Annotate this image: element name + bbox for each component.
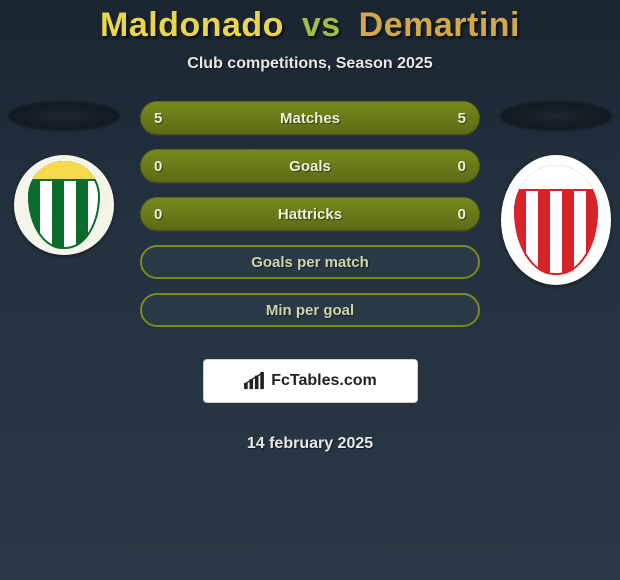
page-title: Maldonado vs Demartini: [100, 6, 520, 45]
team1-badge-shield-icon: [28, 161, 100, 249]
player1-name: Maldonado: [100, 6, 284, 44]
subtitle: Club competitions, Season 2025: [187, 55, 432, 73]
stats-column: 5 Matches 5 0 Goals 0 0 Hattricks 0 Goal…: [130, 101, 490, 453]
team1-badge: [14, 155, 114, 255]
stat-row-hattricks: 0 Hattricks 0: [140, 197, 480, 231]
main-row: 5 Matches 5 0 Goals 0 0 Hattricks 0 Goal…: [0, 101, 620, 453]
player1-avatar-placeholder: [8, 101, 120, 131]
bar-chart-icon: [243, 372, 265, 390]
brand-link[interactable]: FcTables.com: [203, 359, 418, 403]
infographic-container: Maldonado vs Demartini Club competitions…: [0, 0, 620, 453]
stat-right-value: 0: [458, 158, 466, 175]
stat-left-value: 0: [154, 158, 162, 175]
stat-left-value: 5: [154, 110, 162, 127]
player2-name: Demartini: [359, 6, 520, 44]
stat-right-value: 0: [458, 206, 466, 223]
stat-row-min-per-goal: Min per goal: [140, 293, 480, 327]
right-side: [496, 101, 616, 285]
team2-badge: [501, 155, 611, 285]
stat-row-goals: 0 Goals 0: [140, 149, 480, 183]
date-label: 14 february 2025: [247, 435, 373, 453]
stat-row-goals-per-match: Goals per match: [140, 245, 480, 279]
left-side: [4, 101, 124, 255]
stat-right-value: 5: [458, 110, 466, 127]
team2-badge-shield-icon: [514, 165, 598, 275]
brand-label: FcTables.com: [271, 372, 377, 390]
stat-label: Goals per match: [251, 254, 369, 271]
player2-avatar-placeholder: [500, 101, 612, 131]
stat-label: Goals: [140, 158, 480, 175]
stat-label: Hattricks: [140, 206, 480, 223]
stat-row-matches: 5 Matches 5: [140, 101, 480, 135]
stat-left-value: 0: [154, 206, 162, 223]
vs-label: vs: [302, 6, 341, 44]
stat-label: Min per goal: [266, 302, 354, 319]
stat-label: Matches: [140, 110, 480, 127]
